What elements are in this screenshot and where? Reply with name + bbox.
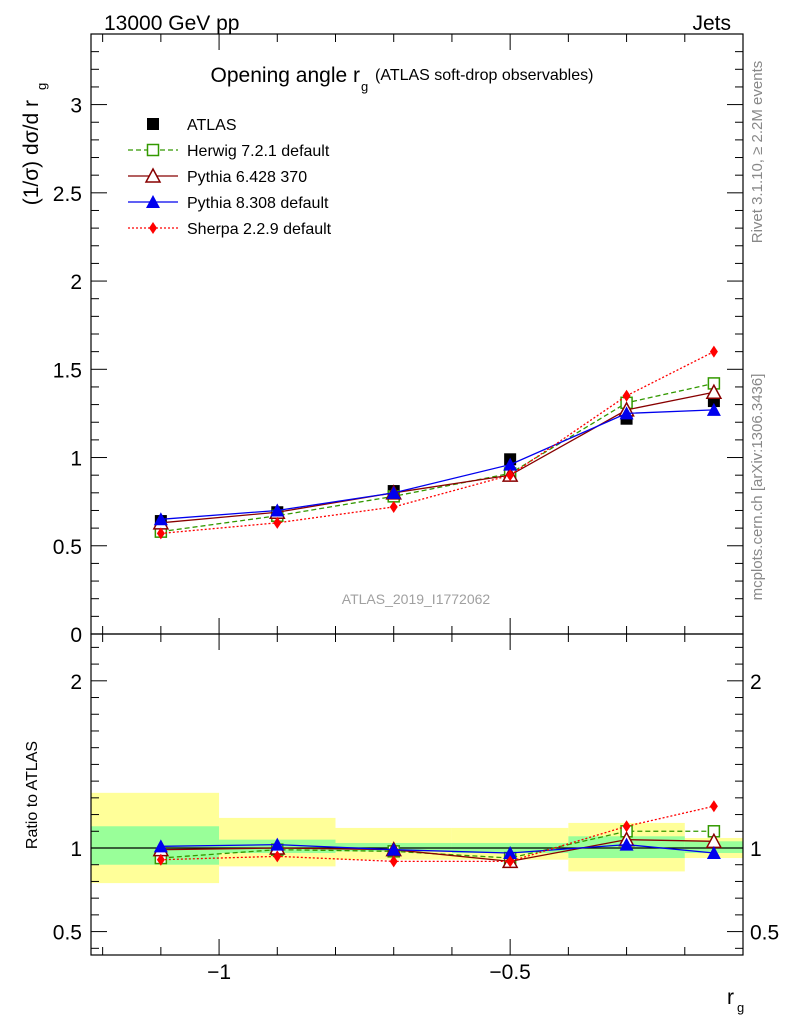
ratio-point-sherpa-2-2-9-default	[709, 800, 718, 813]
ylabel-top-group: (1/σ) dσ/d r g	[20, 83, 49, 206]
mcplots-note: mcplots.cern.ch [arXiv:1306.3436]	[749, 374, 766, 601]
main-point-sherpa-2-2-9-default	[622, 389, 631, 402]
ylabel-top-sub: g	[34, 83, 49, 90]
main-point-sherpa-2-2-9-default	[506, 469, 515, 482]
ratio-y-tick-label-right: 2	[750, 671, 762, 694]
ratio-y-tick-label-right: 0.5	[750, 922, 779, 945]
rivet-note: Rivet 3.1.10, ≥ 2.2M events	[749, 61, 766, 244]
main-point-sherpa-2-2-9-default	[389, 500, 398, 513]
series-layer	[152, 345, 723, 869]
ratio-y-tick-label: 2	[70, 671, 82, 694]
main-point-sherpa-2-2-9-default	[156, 527, 165, 540]
y-tick-label: 0	[70, 624, 82, 647]
main-series-line-sherpa-2-2-9-default	[160, 351, 715, 535]
main-series-line-pythia-8-308-default	[160, 409, 714, 520]
chart-title-main: Opening angle r	[211, 64, 360, 87]
ratio-series-line-sherpa-2-2-9-default	[160, 805, 715, 863]
main-point-pythia-8-308-default	[386, 485, 401, 499]
main-point-pythia-8-308-default	[153, 512, 168, 526]
main-point-pythia-8-308-default	[270, 503, 285, 517]
ratio-point-sherpa-2-2-9-default	[389, 855, 398, 868]
main-point-pythia-6-428-370	[705, 383, 723, 399]
header-left: 13000 GeV pp	[104, 12, 239, 35]
ratio-panel-frame	[90, 633, 744, 956]
y-tick-label: 1.5	[53, 359, 82, 382]
ylabel-top-main: (1/σ) dσ/d r	[20, 100, 43, 205]
ratio-series-line-herwig-7-2-1-default	[160, 830, 714, 859]
ratio-point-sherpa-2-2-9-default	[156, 853, 165, 866]
ylabel-bottom: Ratio to ATLAS	[24, 741, 41, 849]
chart-title-paren: (ATLAS soft-drop observables)	[375, 67, 593, 84]
main-series-line-pythia-6-428-370	[160, 391, 715, 524]
axis-ticks: −1 −0.5 0 0.5 1 1.5 2 2.5 3 0.5 0.5 1 1 2 2	[53, 33, 779, 984]
analysis-watermark: ATLAS_2019_I1772062	[342, 591, 491, 607]
legend: ATLAS Herwig 7.2.1 default Pythia 6.428 37…	[128, 117, 332, 238]
x-tick-label: −1	[207, 961, 231, 984]
legend-marker-pythia-8-308-default	[146, 195, 160, 208]
xlabel-main: r	[727, 986, 734, 1009]
ratio-point-pythia-8-308-default	[503, 846, 518, 860]
legend-marker-atlas	[147, 118, 159, 130]
chart-title-sub: g	[361, 79, 368, 94]
legend-marker-sherpa-2-2-9-default	[149, 222, 157, 234]
y-tick-label: 3	[70, 95, 82, 118]
main-series-line-herwig-7-2-1-default	[160, 382, 715, 533]
legend-marker-pythia-6-428-370	[144, 167, 162, 183]
main-point-pythia-8-308-default	[706, 402, 721, 416]
y-tick-label: 2.5	[53, 183, 82, 206]
ratio-point-pythia-8-308-default	[619, 837, 634, 851]
ratio-point-pythia-8-308-default	[386, 842, 401, 856]
ratio-point-sherpa-2-2-9-default	[622, 820, 631, 833]
rivet-note-group: Rivet 3.1.10, ≥ 2.2M events	[749, 61, 766, 244]
ratio-point-sherpa-2-2-9-default	[273, 850, 282, 863]
y-tick-label: 1	[70, 448, 82, 471]
ratio-y-tick-label: 1	[70, 838, 82, 861]
legend-label-sherpa-2-2-9-default: Sherpa 2.2.9 default	[187, 221, 332, 238]
main-point-sherpa-2-2-9-default	[709, 345, 718, 358]
ratio-series-line-pythia-8-308-default	[160, 844, 714, 854]
ylabel-bottom-group: Ratio to ATLAS	[24, 741, 41, 849]
ratio-point-pythia-8-308-default	[270, 837, 285, 851]
legend-label-pythia-8-308-default: Pythia 8.308 default	[187, 195, 329, 212]
ratio-series-line-pythia-6-428-370	[160, 838, 714, 863]
main-point-pythia-8-308-default	[503, 457, 518, 471]
xlabel-sub: g	[737, 1000, 744, 1015]
legend-label-pythia-6-428-370: Pythia 6.428 370	[187, 169, 307, 186]
ratio-uncertainty-bands	[91, 792, 743, 884]
main-point-pythia-8-308-default	[619, 406, 634, 420]
ratio-point-sherpa-2-2-9-default	[506, 855, 515, 868]
header-right: Jets	[692, 12, 731, 35]
y-tick-label: 0.5	[53, 536, 82, 559]
ratio-y-tick-label-right: 1	[750, 838, 762, 861]
x-tick-label: −0.5	[489, 961, 530, 984]
mcplots-note-group: mcplots.cern.ch [arXiv:1306.3436]	[749, 374, 766, 601]
ratio-y-tick-label: 0.5	[53, 922, 82, 945]
main-point-sherpa-2-2-9-default	[273, 516, 282, 529]
legend-label-atlas: ATLAS	[187, 117, 237, 134]
legend-marker-herwig-7-2-1-default	[146, 143, 160, 157]
y-tick-label: 2	[70, 271, 82, 294]
ratio-point-pythia-8-308-default	[706, 846, 721, 860]
ratio-point-pythia-8-308-default	[153, 839, 168, 853]
legend-label-herwig-7-2-1-default: Herwig 7.2.1 default	[187, 143, 330, 160]
